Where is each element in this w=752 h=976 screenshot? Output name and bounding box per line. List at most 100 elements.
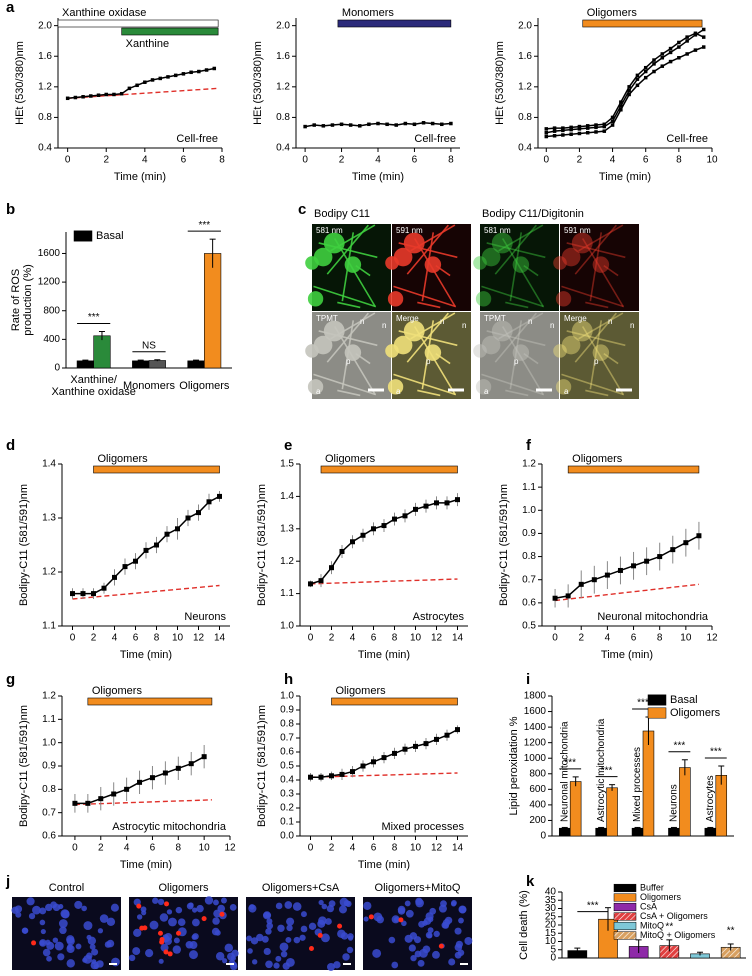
point (677, 45, 681, 49)
point (158, 76, 163, 81)
point (685, 52, 689, 56)
panel-letter: c (298, 201, 306, 218)
legend-label: Oligomers (670, 707, 721, 719)
point (668, 59, 673, 64)
point (381, 523, 387, 529)
nucleus (275, 955, 282, 962)
nucleus (213, 899, 219, 906)
nucleus (74, 900, 83, 909)
point (544, 134, 549, 139)
point (561, 128, 565, 133)
y-axis-label: Bodipy-C11 (581/591)nm (498, 484, 510, 606)
point (206, 499, 212, 505)
nucleus (429, 907, 437, 915)
point (677, 56, 681, 60)
point (440, 122, 444, 127)
channel-label: 591 nm (564, 226, 591, 235)
nucleus (189, 950, 198, 960)
y-tick-label: 1.4 (42, 459, 56, 470)
y-tick-label: 2.0 (276, 20, 290, 31)
point (124, 786, 130, 792)
nucleus (15, 911, 22, 918)
panel-letter: k (526, 873, 535, 890)
x-tick-label: 12 (431, 843, 443, 854)
cell-body (344, 344, 362, 361)
y-tick-label: 1.2 (522, 459, 536, 470)
nucleus (97, 928, 104, 934)
y-tick-label: 200 (529, 815, 546, 826)
point (701, 27, 706, 32)
nucleus (39, 939, 47, 947)
neurite (337, 301, 361, 309)
point (602, 129, 607, 133)
point (444, 732, 450, 738)
annotation: Astrocytic mitochondria (112, 821, 227, 833)
channel-label: 581 nm (316, 226, 343, 235)
nucleus (42, 948, 51, 957)
point (701, 45, 706, 49)
y-tick-label: 5 (550, 944, 556, 955)
cell-body (512, 256, 530, 273)
neurite (505, 389, 529, 397)
nucleus (45, 903, 53, 912)
point (154, 542, 159, 548)
nucleus (397, 907, 406, 915)
point (434, 736, 439, 742)
point (455, 727, 460, 733)
nucleus (345, 900, 352, 908)
x-tick-label: 2 (103, 155, 109, 166)
point (197, 69, 201, 74)
bar (148, 360, 166, 369)
cell-body (512, 344, 530, 361)
x-axis-label: Time (min) (352, 171, 404, 183)
nucleus (204, 896, 214, 905)
nucleus (318, 916, 327, 925)
point (122, 564, 128, 570)
point (594, 125, 598, 130)
legend-label: MitoQ + Oligomers (640, 930, 716, 940)
point (423, 503, 429, 509)
nucleus (90, 961, 99, 970)
cell-marker: a (316, 387, 321, 396)
point (652, 62, 656, 66)
y-tick-label: 1.4 (280, 491, 294, 502)
channel-label: 591 nm (396, 226, 423, 235)
point (643, 65, 648, 70)
treatment-label: Xanthine (126, 38, 169, 50)
point (162, 770, 168, 776)
x-tick-label: 12 (193, 633, 205, 644)
nucleus (158, 958, 164, 964)
point (430, 121, 435, 126)
x-tick-label: 4 (350, 843, 356, 854)
y-tick-label: 0.6 (42, 831, 56, 842)
x-tick-label: 0 (552, 633, 558, 644)
y-tick-label: 0.4 (518, 143, 532, 154)
cell-body (307, 379, 324, 395)
nucleus (265, 912, 271, 918)
nucleus (457, 949, 465, 957)
nucleus (40, 928, 46, 935)
neurite (585, 301, 609, 309)
neurite (581, 326, 624, 395)
legend-swatch (647, 707, 667, 719)
point (402, 746, 408, 752)
cell-marker: n (630, 321, 634, 330)
cell-body (323, 320, 345, 342)
nucleus (111, 957, 120, 967)
image-label: Oligomers+CsA (262, 882, 340, 894)
dead-cell (163, 949, 169, 955)
point (610, 123, 615, 127)
y-tick-label: 0.8 (38, 112, 52, 123)
x-tick-label: 8 (676, 155, 682, 166)
cell-body (313, 247, 333, 267)
cell-marker: n (608, 317, 612, 326)
treatment-bar (337, 19, 452, 28)
dead-cell (337, 923, 343, 929)
nucleus (149, 920, 159, 930)
x-tick-label: 8 (657, 633, 663, 644)
nucleus (415, 898, 424, 908)
y-tick-label: 1.6 (276, 51, 290, 62)
dead-cell (157, 930, 163, 936)
bar (132, 360, 150, 369)
nucleus (286, 924, 293, 932)
